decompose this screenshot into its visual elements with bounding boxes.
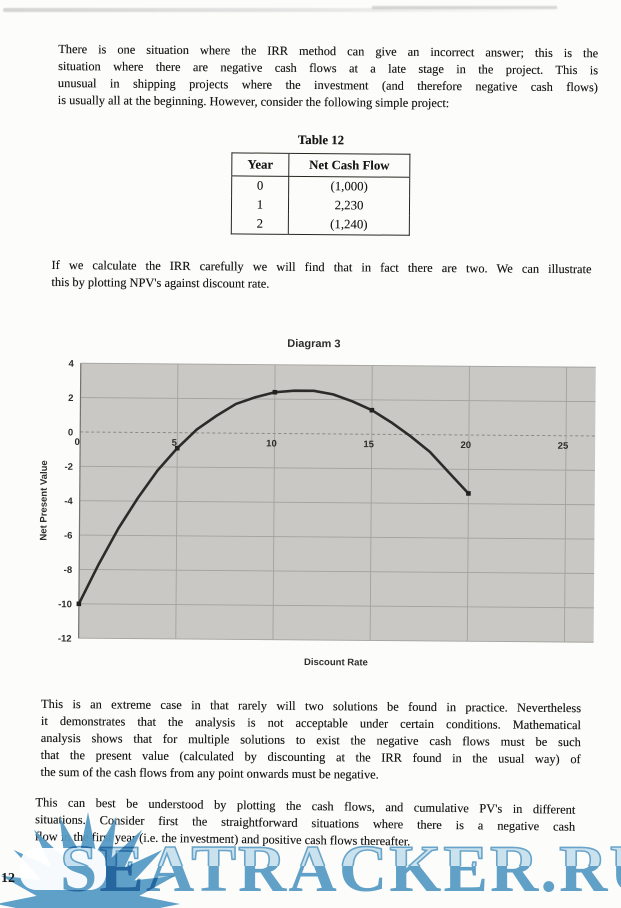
data-point-marker [466,491,471,496]
x-axis-title: Discount Rate [304,657,368,669]
sunburst-dome [20,848,106,890]
table-cell: (1,000) [330,179,368,194]
h-gridline [78,603,594,609]
table-cell: 2,230 [334,198,364,213]
h-gridline [80,397,596,403]
y-axis-line [78,363,82,639]
h-gridline [78,637,594,643]
table-caption: Table 12 [297,132,345,148]
h-gridline [80,362,596,368]
watermark-text: SEATRACKER.RU [60,832,621,906]
y-axis-title: Net Present Value [38,460,50,540]
table-cell: 1 [231,195,289,215]
paragraph-extreme-case: This is an extreme case in that rarely w… [40,696,582,785]
table-cell: 0 [231,175,289,196]
x-tick-label: 25 [558,441,569,452]
x-tick-label: 10 [266,438,277,449]
column-header: Net Cash Flow [288,153,410,178]
x-tick-label: 20 [460,440,471,451]
x-tick-label: 0 [74,437,79,448]
table-12-block: Table 12 Year Net Cash Flow 0 (1,000) 1 2,23… [230,132,411,236]
y-tick-label: -2 [64,462,73,473]
x-tick-label: 15 [363,439,374,450]
v-gridline [175,363,179,639]
h-gridline [79,534,595,540]
y-tick-label: 0 [68,427,73,438]
table-cell: (1,240) [330,217,368,232]
chart-title: Diagram 3 [287,337,341,351]
data-point-marker [272,389,278,395]
h-gridline [79,500,595,506]
y-tick-label: -12 [58,634,72,645]
v-gridline [563,367,568,643]
scan-smudge-artifact [3,8,555,12]
table-cell: 2 [231,214,289,235]
data-point-marker [369,407,375,413]
h-gridline [80,431,596,437]
h-gridline [79,465,595,471]
seatracker-watermark: SEATRACKER.RU SEATRACKER.RU [60,834,621,904]
table-row: 1 2,230 [231,195,409,215]
cash-flow-table-header: Year Net Cash Flow [231,152,410,178]
paragraph-irr-intro: There is one situation where the IRR met… [58,41,599,113]
data-point-marker [76,601,82,607]
y-tick-label: 2 [68,393,73,404]
y-tick-label: 4 [68,359,74,370]
v-gridline [272,364,276,640]
paragraph-two-irrs: If we calculate the IRR carefully we wil… [51,257,591,295]
x-tick-label: 5 [172,438,178,449]
y-tick-label: -10 [58,599,72,610]
table-row: 2 (1,240) [231,214,409,235]
cash-flow-table-body: 0 (1,000) 1 2,230 2 (1,240) [231,175,410,235]
data-point-marker [174,445,180,451]
y-tick-label: -6 [64,530,73,541]
cash-flow-table: Year Net Cash Flow 0 (1,000) 1 2,230 2 (1,240) [230,152,411,236]
column-header: Year [231,152,289,177]
npv-diagram-figure: Diagram 3 4 2 0 -2 -4 -6 -8 -10 -12 0 5 10 15 20 25 Net… [18,335,610,668]
page-number: 12 [1,871,15,886]
h-gridline [79,569,595,574]
sunburst-logo-icon [0,812,180,908]
y-tick-label: -4 [64,496,73,507]
watermark-text-highlight: SEATRACKER.RU [60,834,621,866]
v-gridline [466,366,470,642]
scan-smudge-artifact-2 [372,6,557,9]
table-row: 0 (1,000) [231,175,410,197]
y-tick-label: -8 [64,565,73,576]
